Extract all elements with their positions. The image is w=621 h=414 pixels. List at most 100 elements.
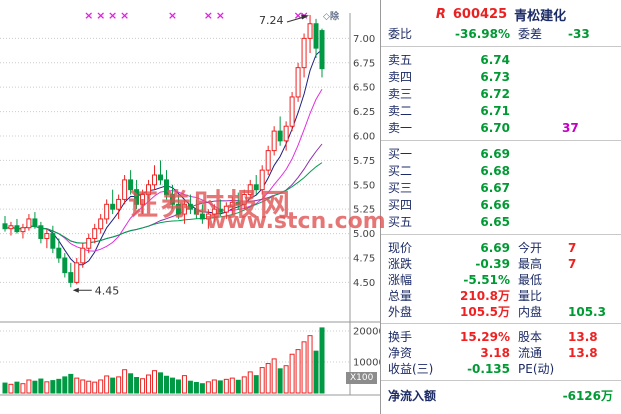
svg-text:10000: 10000: [353, 358, 380, 369]
bid5-label: 买五: [388, 215, 413, 229]
svg-text:6.00: 6.00: [353, 131, 375, 142]
bid-row-5[interactable]: 买五 6.65: [381, 213, 621, 230]
svg-text:×: ×: [84, 9, 93, 22]
svg-text:4.50: 4.50: [353, 278, 375, 289]
svg-text:×: ×: [168, 9, 177, 22]
svg-text:×: ×: [204, 9, 213, 22]
net-assets-value: 3.18: [480, 345, 510, 360]
turnover-value: 15.29%: [460, 329, 510, 344]
net-inflow-value: -6126万: [562, 388, 613, 403]
price-row: 现价 6.69 今开 7: [381, 239, 621, 256]
svg-text:5.00: 5.00: [353, 229, 375, 240]
divider: [381, 380, 621, 381]
change-value: -0.39: [475, 256, 510, 271]
float-shares-value: 13.8: [568, 345, 598, 360]
last-price-value: 6.69: [480, 240, 510, 255]
divider: [381, 323, 621, 324]
ask2-price: 6.71: [480, 103, 510, 118]
svg-text:4.45: 4.45: [95, 284, 120, 297]
ask-row-4[interactable]: 卖四 6.73: [381, 68, 621, 85]
svg-text:5.50: 5.50: [353, 180, 375, 191]
turnover-row: 换手 15.29% 股本 13.8: [381, 328, 621, 345]
net-assets-label: 净资: [388, 346, 413, 360]
inner-volume-label: 内盘: [518, 305, 543, 319]
ask5-price: 6.74: [480, 52, 510, 67]
svg-text:×: ×: [96, 9, 105, 22]
divider: [381, 234, 621, 235]
ask4-label: 卖四: [388, 70, 413, 84]
ask4-price: 6.73: [480, 69, 510, 84]
bid-row-1[interactable]: 买一 6.69: [381, 145, 621, 162]
bid5-price: 6.65: [480, 214, 510, 229]
bid4-price: 6.66: [480, 197, 510, 212]
weicha-value: -33: [568, 26, 590, 41]
ask5-label: 卖五: [388, 53, 413, 67]
eps-value: -0.135: [467, 361, 510, 376]
change-pct-label: 涨幅: [388, 273, 413, 287]
total-volume-row: 总量 210.8万 量比: [381, 287, 621, 303]
svg-text:6.75: 6.75: [353, 58, 375, 69]
weibi-row: 委比 -36.98% 委差 -33: [381, 25, 621, 42]
bid2-label: 买二: [388, 164, 413, 178]
high-label: 最高: [518, 257, 543, 271]
bid-row-3[interactable]: 买三 6.67: [381, 179, 621, 196]
net-assets-row: 净资 3.18 流通 13.8: [381, 344, 621, 361]
svg-text:4.75: 4.75: [353, 253, 375, 264]
svg-text:6.25: 6.25: [353, 107, 375, 118]
open-label: 今开: [518, 241, 543, 255]
ask1-volume: 37: [562, 120, 579, 135]
ask-row-5[interactable]: 卖五 6.74: [381, 51, 621, 68]
rights-flag: R: [435, 6, 446, 22]
net-inflow-label: 净流入额: [388, 388, 437, 403]
outer-volume-row: 外盘 105.5万 内盘 105.3: [381, 303, 621, 320]
bid-row-2[interactable]: 买二 6.68: [381, 162, 621, 179]
svg-text:×: ×: [120, 9, 129, 22]
bid-row-4[interactable]: 买四 6.66: [381, 196, 621, 213]
ask3-label: 卖三: [388, 87, 413, 101]
total-volume-label: 总量: [388, 289, 413, 303]
net-inflow-row: 净流入额 -6126万: [381, 385, 621, 405]
weibi-value: -36.98%: [455, 26, 510, 41]
watermark-text: 证券时报网: [128, 188, 293, 223]
svg-text:×: ×: [216, 9, 225, 22]
open-value: 7: [568, 240, 577, 255]
svg-text:5.75: 5.75: [353, 156, 375, 167]
change-label: 涨跌: [388, 257, 413, 271]
change-pct-value: -5.51%: [463, 272, 510, 287]
bid1-label: 买一: [388, 147, 413, 161]
inner-volume-value: 105.3: [568, 304, 606, 319]
bid2-price: 6.68: [480, 163, 510, 178]
weicha-label: 委差: [518, 27, 543, 41]
svg-text:20000: 20000: [353, 327, 380, 338]
weibi-label: 委比: [388, 27, 413, 41]
ask2-label: 卖二: [388, 104, 413, 118]
ask1-label: 卖一: [388, 121, 413, 135]
volume-ratio-label: 量比: [518, 289, 543, 303]
ask3-price: 6.72: [480, 86, 510, 101]
divider: [381, 46, 621, 47]
stock-header: R 600425 青松建化: [381, 3, 621, 25]
last-price-label: 现价: [388, 241, 413, 255]
change-row: 涨跌 -0.39 最高 7: [381, 255, 621, 272]
bid4-label: 买四: [388, 198, 413, 212]
ask-row-3[interactable]: 卖三 6.72: [381, 85, 621, 102]
ask-row-1[interactable]: 卖一 6.70 37: [381, 119, 621, 136]
svg-text:7.24: 7.24: [259, 14, 284, 27]
candlestick-chart[interactable]: 7.00 6.75 6.50 6.25 6.00 5.75 5.50 5.25 5.00 4.75…: [0, 0, 380, 414]
ask-row-2[interactable]: 卖二 6.71: [381, 102, 621, 119]
low-label: 最低: [518, 273, 543, 287]
float-shares-label: 流通: [518, 346, 543, 360]
turnover-label: 换手: [388, 330, 413, 344]
volume-unit-badge: X100: [346, 372, 378, 384]
svg-text:×: ×: [293, 9, 302, 22]
svg-text:◇除: ◇除: [323, 10, 340, 22]
stock-code: 600425: [452, 6, 508, 22]
divider: [381, 140, 621, 141]
eps-label: 收益(三): [388, 362, 434, 376]
bid1-price: 6.69: [480, 146, 510, 161]
total-shares-value: 13.8: [568, 329, 598, 344]
watermark-url: www.stcn.com: [206, 209, 386, 234]
outer-volume-value: 105.5万: [460, 305, 510, 319]
ask1-price: 6.70: [480, 120, 510, 135]
kline-chart-region: 7.00 6.75 6.50 6.25 6.00 5.75 5.50 5.25 5.00 4.75…: [0, 0, 386, 414]
